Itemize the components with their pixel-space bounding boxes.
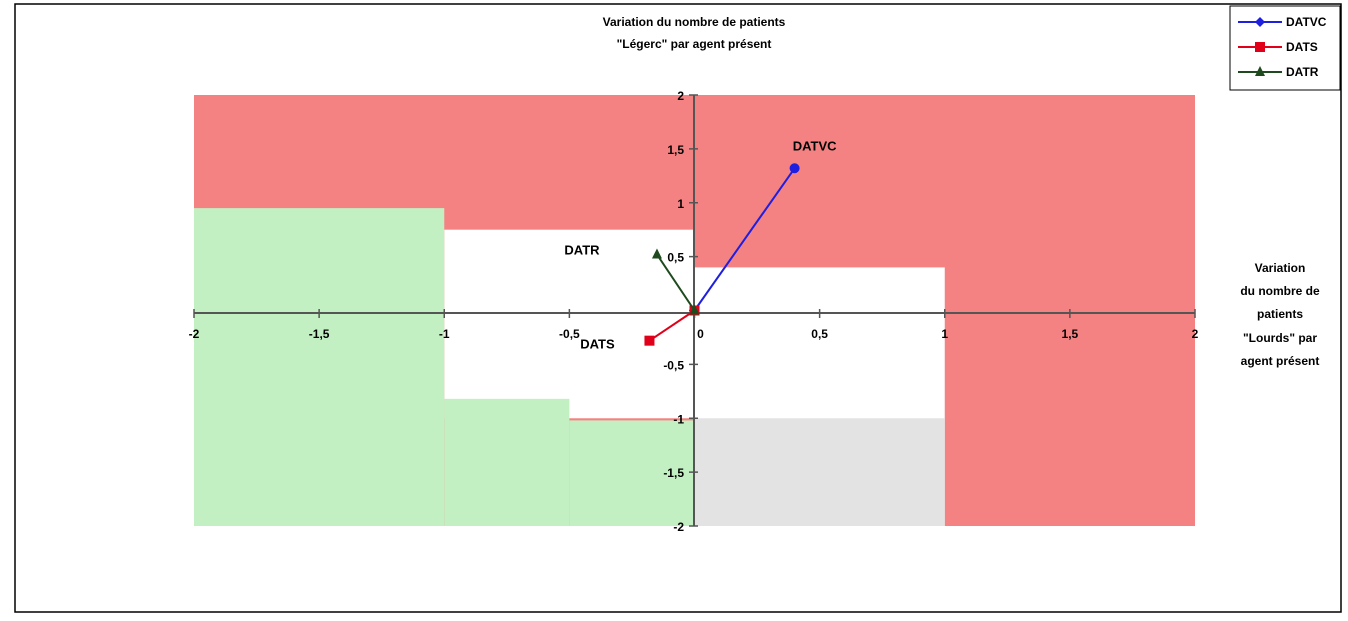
series-datr: DATR — [564, 242, 700, 315]
x-tick-label: 0 — [697, 327, 704, 341]
data-point — [644, 335, 655, 346]
legend-label: DATR — [1286, 65, 1319, 79]
legend-label: DATS — [1286, 40, 1318, 54]
legend-marker — [1255, 42, 1265, 52]
x-tick-label: -2 — [189, 327, 200, 341]
data-point — [789, 163, 800, 174]
y-tick-label: 2 — [677, 89, 684, 103]
legend-label: DATVC — [1286, 15, 1327, 29]
region-green-3 — [194, 208, 445, 526]
x-axis-title-line-4: "Lourds" par — [1243, 331, 1317, 345]
y-axis-title-line-1: Variation du nombre de patients — [603, 15, 786, 29]
y-tick-label: -2 — [673, 520, 684, 534]
y-tick-label: 0,5 — [667, 251, 684, 265]
region-green-4 — [444, 398, 570, 526]
data-point — [651, 248, 662, 259]
x-ticks: -2 -1,5 -1 -0,5 0 0,5 1 1,5 2 — [189, 309, 1199, 341]
y-tick-label: 1 — [677, 197, 684, 211]
legend-marker — [1255, 17, 1265, 27]
x-axis-title-line-5: agent présent — [1241, 354, 1320, 368]
y-ticks: -2 -1,5 -1 -0,5 0,5 1 1,5 2 — [663, 89, 698, 534]
y-axis-title: Variation du nombre de patients "Légerc"… — [603, 15, 786, 51]
x-axis-title: Variation du nombre de patients "Lourds"… — [1240, 261, 1320, 368]
x-tick-label: -1,5 — [309, 327, 330, 341]
series-line — [648, 309, 696, 342]
x-tick-label: 1 — [941, 327, 948, 341]
x-axis-title-line-1: Variation — [1255, 261, 1306, 275]
region-green-5 — [569, 420, 695, 526]
legend-marker — [1255, 66, 1265, 76]
point-label: DATS — [580, 337, 615, 352]
x-tick-label: 1,5 — [1062, 327, 1079, 341]
legend: DATVC DATS DATR — [1229, 5, 1341, 91]
x-tick-label: -0,5 — [559, 327, 580, 341]
series-line — [656, 253, 696, 312]
region-grey-6 — [694, 418, 945, 526]
y-tick-label: 1,5 — [667, 143, 684, 157]
series-line — [693, 167, 796, 312]
x-axis-title-line-3: patients — [1257, 307, 1303, 321]
x-tick-label: -1 — [439, 327, 450, 341]
y-tick-label: -1,5 — [663, 466, 684, 480]
x-tick-label: 0,5 — [811, 327, 828, 341]
point-label: DATVC — [793, 138, 837, 153]
region-white-1 — [444, 229, 695, 419]
point-label: DATR — [564, 242, 600, 257]
series-group: DATVC DATS DATR — [564, 138, 837, 351]
data-point — [689, 304, 700, 315]
y-axis-title-line-2: "Légerc" par agent présent — [617, 37, 772, 51]
y-tick-label: -1 — [673, 412, 684, 426]
x-tick-label: 2 — [1192, 327, 1199, 341]
y-tick-label: -0,5 — [663, 358, 684, 372]
x-axis-title-line-2: du nombre de — [1240, 284, 1320, 298]
